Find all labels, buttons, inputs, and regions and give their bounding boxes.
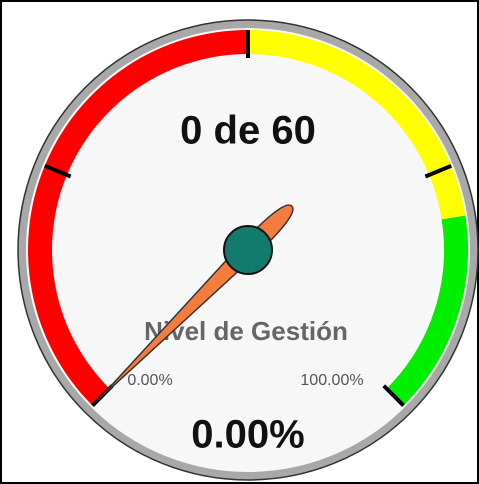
- value-label: 0.00%: [191, 413, 304, 457]
- gauge-band: [386, 215, 468, 406]
- gauge-title: 0 de 60: [180, 109, 316, 153]
- gauge-band: [247, 30, 466, 220]
- tick-mark: [382, 384, 405, 407]
- max-label: 100.00%: [300, 372, 363, 389]
- tick-mark: [43, 163, 72, 179]
- needle-hub: [223, 225, 273, 275]
- gauge-outline: [17, 19, 479, 481]
- tick-mark: [424, 163, 453, 179]
- min-label: 0.00%: [127, 372, 172, 389]
